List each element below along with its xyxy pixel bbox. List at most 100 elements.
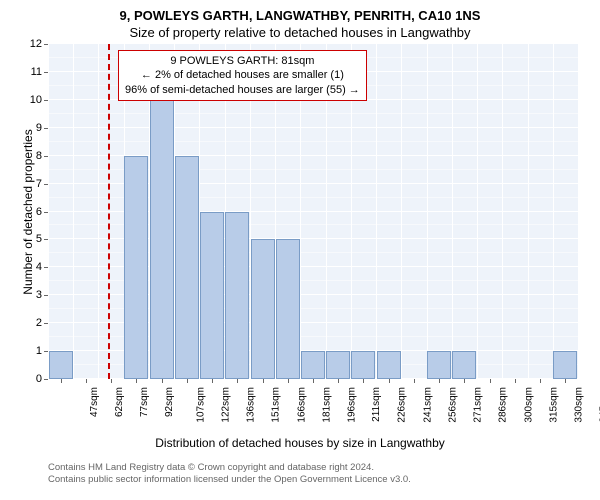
y-tick-label: 12 <box>22 38 42 50</box>
gridline-h <box>48 127 578 128</box>
annotation-box: 9 POWLEYS GARTH: 81sqm ← 2% of detached … <box>118 50 367 101</box>
x-tick-label: 77sqm <box>139 387 150 417</box>
bar <box>225 212 249 380</box>
chart-container: 9, POWLEYS GARTH, LANGWATHBY, PENRITH, C… <box>0 0 600 500</box>
x-tick-label: 315sqm <box>548 387 559 423</box>
x-tick-mark <box>414 379 415 383</box>
gridline-v <box>401 44 402 379</box>
x-tick-label: 286sqm <box>498 387 509 423</box>
x-tick-label: 181sqm <box>321 387 332 423</box>
annotation-line3: 96% of semi-detached houses are larger (… <box>125 83 360 97</box>
y-tick-mark <box>44 267 48 268</box>
bar <box>200 212 224 380</box>
annotation-line2: ← 2% of detached houses are smaller (1) <box>125 68 360 82</box>
gridline-h <box>48 43 578 44</box>
y-tick-mark <box>44 156 48 157</box>
x-tick-label: 92sqm <box>164 387 175 417</box>
bar <box>251 239 275 379</box>
gridline-v <box>477 44 478 379</box>
x-tick-mark <box>263 379 264 383</box>
footer: Contains HM Land Registry data © Crown c… <box>48 462 411 487</box>
y-tick-mark <box>44 379 48 380</box>
y-tick-mark <box>44 72 48 73</box>
gridline-v <box>73 44 74 379</box>
x-tick-label: 211sqm <box>371 387 382 422</box>
chart-title-main: 9, POWLEYS GARTH, LANGWATHBY, PENRITH, C… <box>0 0 600 23</box>
footer-line2: Contains public sector information licen… <box>48 474 411 486</box>
y-tick-mark <box>44 44 48 45</box>
gridline-v <box>528 44 529 379</box>
bar <box>452 351 476 379</box>
y-tick-mark <box>44 323 48 324</box>
y-tick-label: 10 <box>22 94 42 106</box>
x-tick-mark <box>212 379 213 383</box>
x-tick-label: 151sqm <box>271 387 282 423</box>
bar <box>553 351 577 379</box>
bar <box>326 351 350 379</box>
x-tick-mark <box>439 379 440 383</box>
bar <box>175 156 199 379</box>
y-tick-mark <box>44 100 48 101</box>
bar <box>427 351 451 379</box>
x-tick-mark <box>61 379 62 383</box>
x-tick-label: 226sqm <box>397 387 408 423</box>
x-tick-mark <box>111 379 112 383</box>
gridline-v <box>98 44 99 379</box>
bar <box>351 351 375 379</box>
bar <box>150 100 174 379</box>
y-tick-mark <box>44 351 48 352</box>
x-tick-mark <box>389 379 390 383</box>
x-tick-label: 330sqm <box>574 387 585 423</box>
x-tick-mark <box>162 379 163 383</box>
bar <box>301 351 325 379</box>
y-tick-mark <box>44 184 48 185</box>
gridline-v <box>502 44 503 379</box>
x-tick-mark <box>288 379 289 383</box>
gridline-v <box>376 44 377 379</box>
x-tick-mark <box>464 379 465 383</box>
x-tick-mark <box>86 379 87 383</box>
x-tick-label: 122sqm <box>220 387 231 423</box>
y-tick-label: 0 <box>22 373 42 385</box>
x-tick-mark <box>490 379 491 383</box>
y-tick-mark <box>44 128 48 129</box>
bar <box>49 351 73 379</box>
chart-title-sub: Size of property relative to detached ho… <box>0 23 600 40</box>
gridline-v <box>48 44 49 379</box>
bar <box>124 156 148 379</box>
y-axis-label: Number of detached properties <box>21 112 35 312</box>
x-tick-label: 241sqm <box>422 387 433 423</box>
x-tick-mark <box>136 379 137 383</box>
gridline-v <box>427 44 428 379</box>
y-tick-mark <box>44 295 48 296</box>
x-tick-label: 300sqm <box>523 387 534 423</box>
x-tick-label: 107sqm <box>195 387 206 423</box>
x-tick-mark <box>338 379 339 383</box>
gridline-v <box>578 44 579 379</box>
x-tick-label: 136sqm <box>246 387 257 423</box>
x-tick-label: 271sqm <box>473 387 484 423</box>
x-tick-label: 166sqm <box>296 387 307 423</box>
x-tick-label: 47sqm <box>89 387 100 417</box>
annotation-line1: 9 POWLEYS GARTH: 81sqm <box>125 54 360 68</box>
x-tick-mark <box>237 379 238 383</box>
reference-line <box>108 44 110 379</box>
y-tick-label: 11 <box>22 66 42 78</box>
footer-line1: Contains HM Land Registry data © Crown c… <box>48 462 411 474</box>
bar <box>377 351 401 379</box>
gridline-h <box>48 141 578 142</box>
x-tick-mark <box>313 379 314 383</box>
gridline-h <box>48 113 578 114</box>
x-axis-label: Distribution of detached houses by size … <box>0 436 600 450</box>
y-tick-mark <box>44 239 48 240</box>
y-tick-mark <box>44 212 48 213</box>
x-tick-label: 196sqm <box>347 387 358 423</box>
y-tick-label: 2 <box>22 317 42 329</box>
x-tick-mark <box>540 379 541 383</box>
x-tick-mark <box>515 379 516 383</box>
x-tick-mark <box>565 379 566 383</box>
x-tick-mark <box>363 379 364 383</box>
x-tick-mark <box>187 379 188 383</box>
x-tick-label: 62sqm <box>114 387 125 417</box>
x-tick-label: 256sqm <box>448 387 459 423</box>
